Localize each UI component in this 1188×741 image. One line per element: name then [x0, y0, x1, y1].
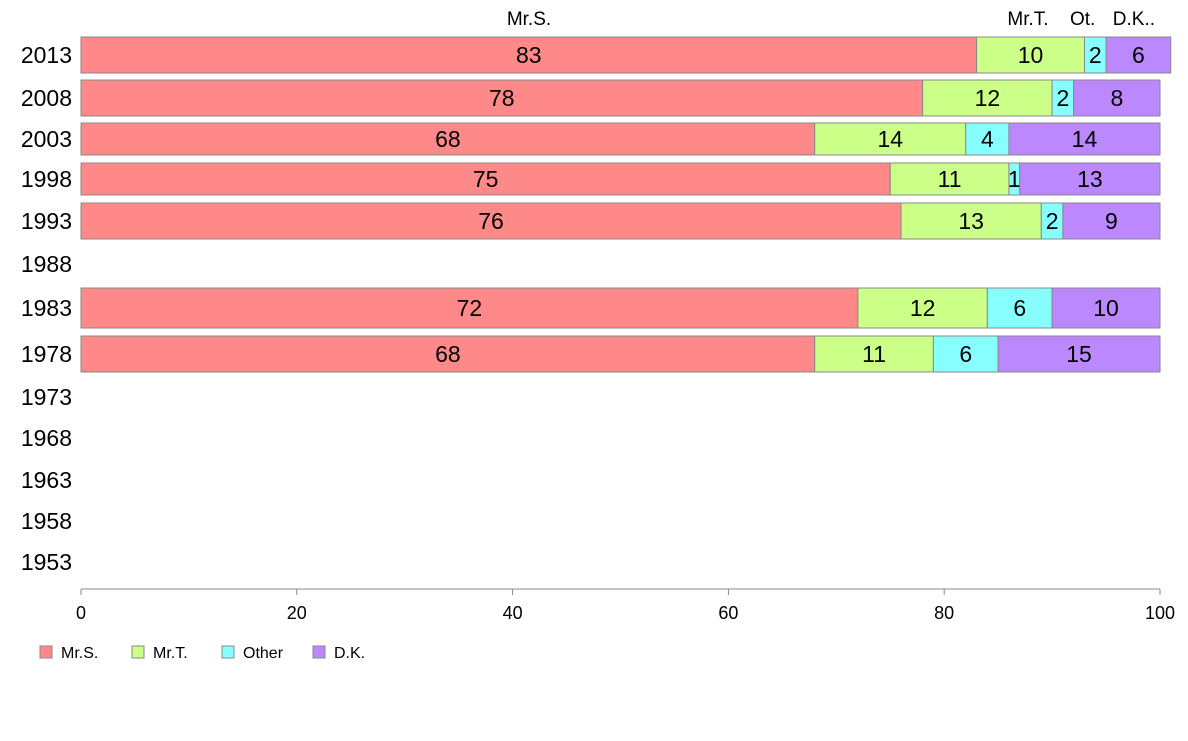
data-label-2003-s2: 4: [981, 126, 994, 152]
top-label-0: Mr.S.: [507, 9, 551, 30]
data-label-1983-s2: 6: [1013, 295, 1026, 321]
year-label-1968: 1968: [21, 425, 72, 451]
data-label-1993-s2: 2: [1046, 208, 1059, 234]
data-label-2003-s0: 68: [435, 126, 461, 152]
legend-label-3: D.K.: [334, 645, 365, 662]
bar-segment-1983-s1: [857, 287, 988, 329]
year-label-1988: 1988: [21, 251, 72, 277]
year-label-2003: 2003: [21, 126, 72, 152]
bar-segment-1993-s0: [80, 202, 902, 240]
data-label-2008-s3: 8: [1110, 85, 1123, 111]
bar-segment-2008-s1: [922, 79, 1053, 117]
data-label-1998-s1: 11: [938, 166, 962, 192]
bar-segment-2003-s0: [80, 122, 816, 156]
data-label-1998-s0: 75: [473, 166, 499, 192]
bar-segment-2013-s3: [1105, 36, 1172, 74]
data-label-1998-s2: 1: [1008, 166, 1021, 192]
bar-segment-2003-s1: [814, 122, 967, 156]
bar-segment-1978-s3: [997, 335, 1161, 373]
data-label-2003-s3: 14: [1072, 126, 1098, 152]
legend-swatch-3: [312, 645, 326, 659]
x-tick-label-100: 100: [1145, 603, 1175, 623]
bar-segment-2013-s0: [80, 36, 978, 74]
data-label-2008-s0: 78: [489, 85, 515, 111]
data-label-1993-s3: 9: [1105, 208, 1118, 234]
data-label-1978-s3: 15: [1066, 341, 1092, 367]
data-label-1978-s1: 11: [862, 341, 886, 367]
legend-swatch-2: [221, 645, 235, 659]
legend-label-0: Mr.S.: [61, 645, 98, 662]
bar-segment-2003-s3: [1008, 122, 1161, 156]
year-label-1963: 1963: [21, 467, 72, 493]
year-label-1953: 1953: [21, 549, 72, 575]
bar-segment-1998-s0: [80, 162, 891, 196]
year-label-1973: 1973: [21, 384, 72, 410]
data-label-1993-s0: 76: [478, 208, 504, 234]
x-tick-label-20: 20: [287, 603, 307, 623]
year-label-1978: 1978: [21, 341, 72, 367]
bar-segment-1993-s1: [900, 202, 1042, 240]
year-label-1993: 1993: [21, 208, 72, 234]
data-label-1978-s2: 6: [959, 341, 972, 367]
data-label-1983-s0: 72: [457, 295, 483, 321]
bar-segment-2008-s0: [80, 79, 924, 117]
data-label-2003-s1: 14: [877, 126, 903, 152]
x-tick-label-0: 0: [76, 603, 86, 623]
legend-swatch-1: [131, 645, 145, 659]
data-label-2013-s2: 2: [1089, 42, 1102, 68]
legend-label-2: Other: [243, 645, 284, 662]
data-label-2013-s3: 6: [1132, 42, 1145, 68]
bar-segment-1998-s1: [889, 162, 1010, 196]
data-label-2013-s0: 83: [516, 42, 542, 68]
legend-swatch-0: [39, 645, 53, 659]
bar-segment-1993-s3: [1062, 202, 1161, 240]
data-label-2008-s1: 12: [975, 85, 1001, 111]
bar-segment-1978-s0: [80, 335, 816, 373]
bar-segment-1983-s3: [1051, 287, 1161, 329]
top-label-2: Ot.: [1070, 9, 1095, 30]
year-label-2013: 2013: [21, 42, 72, 68]
x-tick-label-40: 40: [503, 603, 523, 623]
bar-segment-1978-s1: [814, 335, 934, 373]
data-label-2008-s2: 2: [1056, 85, 1069, 111]
data-label-1983-s1: 12: [910, 295, 936, 321]
legend-label-1: Mr.T.: [153, 645, 188, 662]
data-label-1998-s3: 13: [1077, 166, 1103, 192]
bar-segment-1998-s3: [1019, 162, 1161, 196]
top-label-1: Mr.T.: [1007, 9, 1048, 30]
year-label-2008: 2008: [21, 85, 72, 111]
bar-segment-2008-s3: [1073, 79, 1161, 117]
bar-segment-2013-s1: [976, 36, 1085, 74]
bar-segment-1983-s2: [986, 287, 1053, 329]
top-label-3: D.K..: [1113, 9, 1155, 30]
year-label-1998: 1998: [21, 166, 72, 192]
data-label-1978-s0: 68: [435, 341, 461, 367]
data-label-2013-s1: 10: [1018, 42, 1044, 68]
x-tick-label-80: 80: [934, 603, 954, 623]
data-label-1993-s1: 13: [958, 208, 984, 234]
x-tick-label-60: 60: [718, 603, 738, 623]
year-label-1983: 1983: [21, 295, 72, 321]
bar-segment-2003-s2: [965, 122, 1010, 156]
year-label-1958: 1958: [21, 508, 72, 534]
data-label-1983-s3: 10: [1093, 295, 1119, 321]
